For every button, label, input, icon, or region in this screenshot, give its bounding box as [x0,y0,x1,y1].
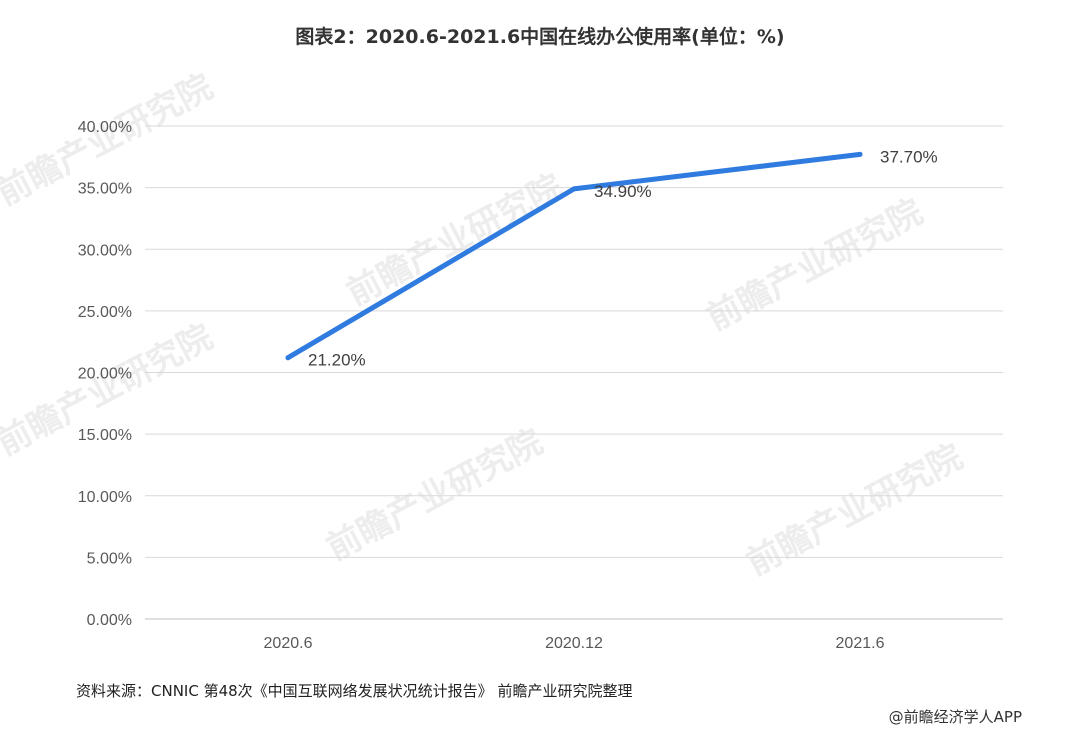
data-labels: 21.20% 34.90% 37.70% [308,147,938,369]
data-point [571,186,577,192]
y-tick-label: 35.00% [78,181,132,198]
x-axis-tick-labels: 2020.6 2020.12 2021.6 [264,635,885,652]
gridlines [145,125,1003,620]
data-label: 37.70% [880,147,938,166]
data-label: 21.20% [308,351,366,370]
y-tick-label: 15.00% [78,427,132,444]
watermark-text: 前瞻产业研究院 [700,192,929,339]
watermark-text: 前瞻产业研究院 [340,167,569,314]
x-tick-label: 2020.12 [545,635,603,652]
x-tick-label: 2020.6 [264,635,313,652]
x-tick-label: 2021.6 [836,635,885,652]
data-label: 34.90% [594,182,652,201]
source-note: 资料来源：CNNIC 第48次《中国互联网络发展状况统计报告》 前瞻产业研究院整… [76,682,633,700]
y-tick-label: 20.00% [78,366,132,383]
chart-title: 图表2：2020.6-2021.6中国在线办公使用率(单位：%) [295,26,785,48]
y-tick-label: 10.00% [78,489,132,506]
y-tick-label: 40.00% [78,119,132,136]
y-tick-label: 0.00% [87,612,132,629]
y-tick-label: 30.00% [78,242,132,259]
y-tick-label: 25.00% [78,304,132,321]
data-point [285,355,291,361]
series-line [285,151,863,361]
watermark-text: 前瞻产业研究院 [740,437,969,584]
y-tick-label: 5.00% [87,550,132,567]
credit-note: @前瞻经济学人APP [888,708,1022,726]
series-line-path [285,151,863,361]
y-axis-tick-labels: 0.00% 5.00% 10.00% 15.00% 20.00% 25.00% 30.00%… [78,119,132,629]
data-point [857,151,863,157]
